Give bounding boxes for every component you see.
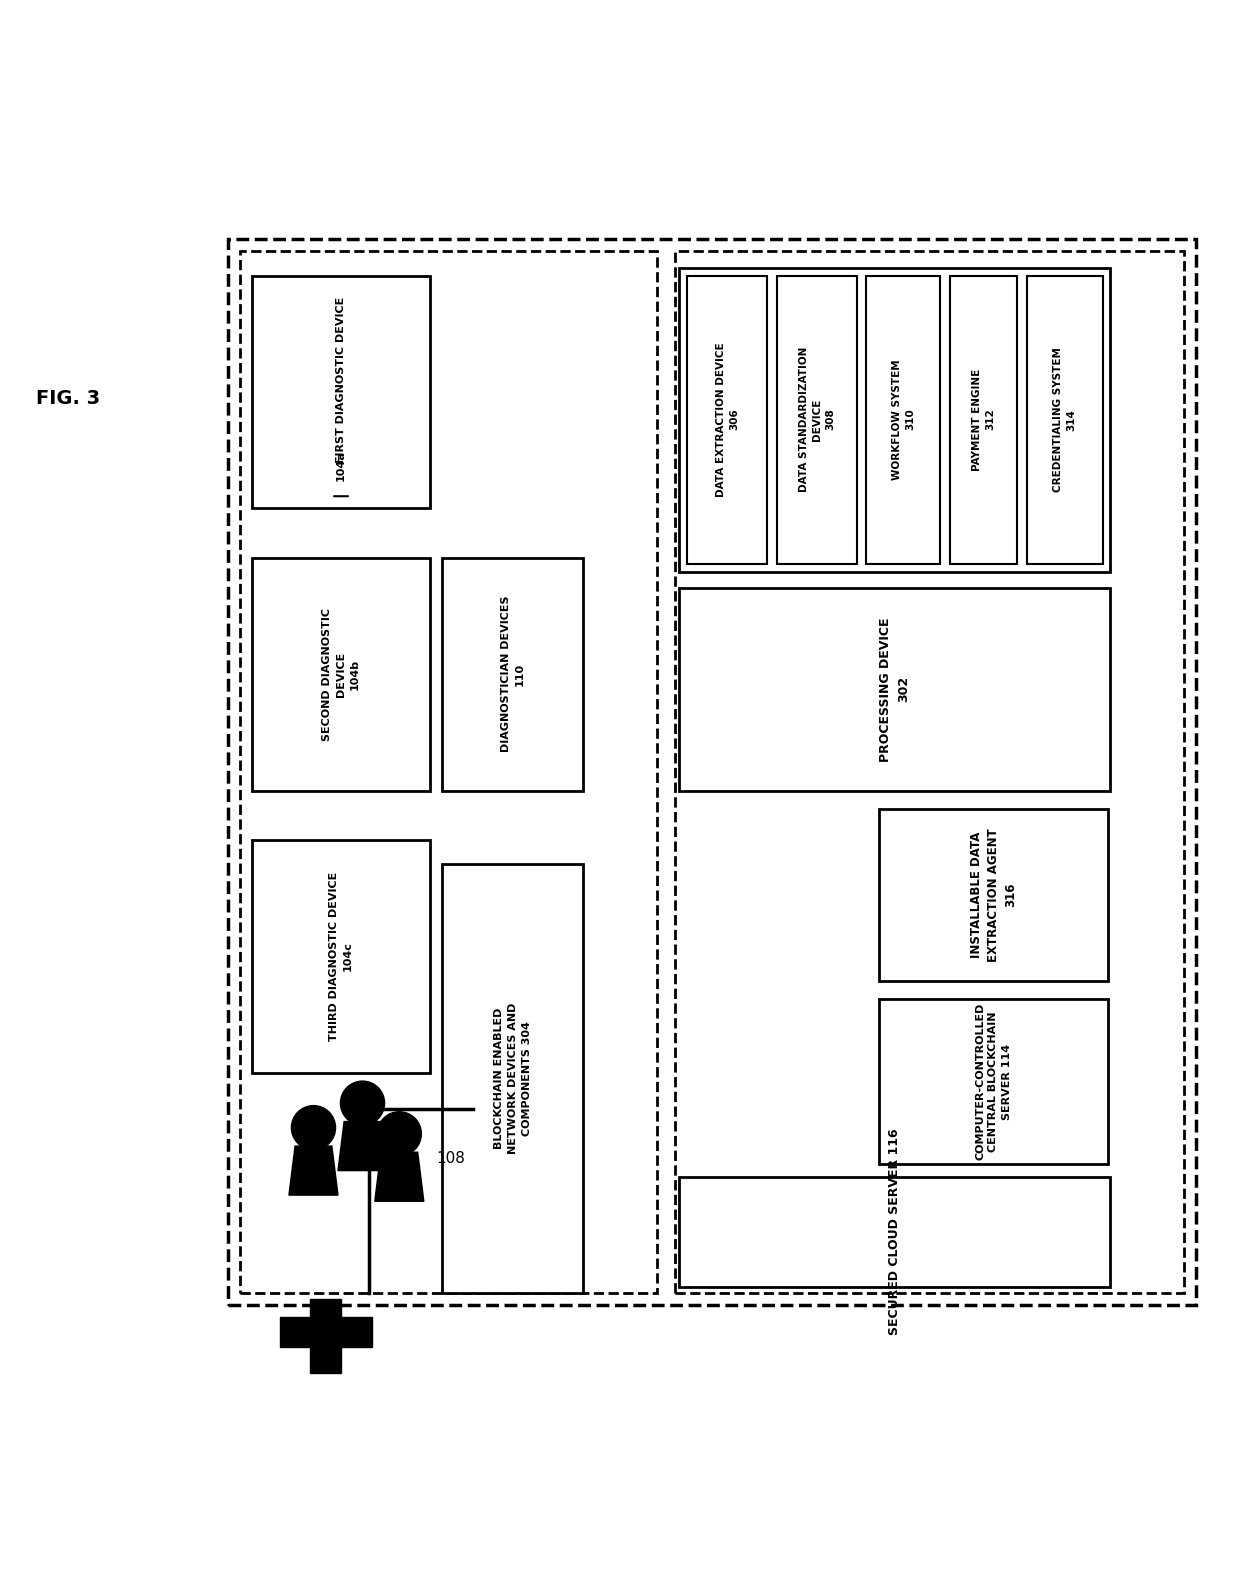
Text: COMPUTER-CONTROLLED
CENTRAL BLOCKCHAIN
SERVER 114: COMPUTER-CONTROLLED CENTRAL BLOCKCHAIN S… [975,1002,1012,1160]
Polygon shape [374,1153,424,1202]
Bar [239,251,657,1293]
Bar [280,1317,372,1347]
Bar [443,865,583,1293]
Text: BLOCKCHAIN ENABLED
NETWORK DEVICES AND
COMPONENTS 304: BLOCKCHAIN ENABLED NETWORK DEVICES AND C… [494,1002,532,1154]
Bar [678,588,1111,790]
Bar [678,1176,1111,1287]
Text: FIG. 3: FIG. 3 [36,389,100,408]
Bar [252,275,430,509]
Bar [867,275,940,564]
Text: PAYMENT ENGINE
312: PAYMENT ENGINE 312 [972,368,996,471]
Bar [678,269,1111,572]
Bar [252,558,430,790]
Bar [228,239,1197,1306]
Text: SECOND DIAGNOSTIC
DEVICE
104b: SECOND DIAGNOSTIC DEVICE 104b [322,607,360,740]
Text: THIRD DIAGNOSTIC DEVICE
104c: THIRD DIAGNOSTIC DEVICE 104c [329,871,353,1040]
Text: PROCESSING DEVICE
302: PROCESSING DEVICE 302 [879,617,910,762]
Bar [675,251,1184,1293]
Text: FIRST DIAGNOSTIC DEVICE: FIRST DIAGNOSTIC DEVICE [336,297,346,463]
Text: INSTALLABLE DATA
EXTRACTION AGENT
316: INSTALLABLE DATA EXTRACTION AGENT 316 [970,828,1017,961]
Text: DIAGNOSTICIAN DEVICES
110: DIAGNOSTICIAN DEVICES 110 [501,596,525,753]
Bar [950,275,1017,564]
Bar [687,275,768,564]
Text: 108: 108 [436,1151,465,1165]
Text: SECURED CLOUD SERVER 116: SECURED CLOUD SERVER 116 [888,1129,901,1336]
Bar [777,275,857,564]
Text: WORKFLOW SYSTEM
310: WORKFLOW SYSTEM 310 [892,359,915,481]
Text: CREDENTIALING SYSTEM
314: CREDENTIALING SYSTEM 314 [1054,348,1076,492]
Circle shape [377,1111,422,1156]
Circle shape [341,1081,384,1126]
Bar [879,999,1109,1165]
Bar [1027,275,1104,564]
Bar [310,1300,341,1372]
Bar [879,809,1109,980]
Circle shape [291,1105,336,1149]
Bar [252,840,430,1072]
Text: DATA STANDARDIZATION
DEVICE
308: DATA STANDARDIZATION DEVICE 308 [799,346,835,492]
Polygon shape [289,1146,339,1195]
Bar [443,558,583,790]
Text: 104a: 104a [336,451,346,481]
Polygon shape [339,1121,387,1170]
Text: DATA EXTRACTION DEVICE
306: DATA EXTRACTION DEVICE 306 [715,343,739,496]
